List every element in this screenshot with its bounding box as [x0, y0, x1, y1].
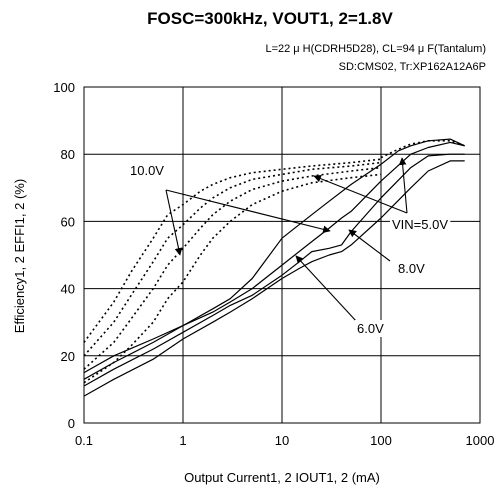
annotation-arrow [398, 157, 408, 214]
series-group [83, 138, 465, 397]
annotation-arrow [165, 189, 183, 256]
y-tick-label: 100 [53, 80, 75, 95]
y-tick-label: 20 [61, 349, 75, 364]
x-tick-label: 0.1 [75, 433, 93, 448]
series-line-8 [83, 153, 465, 387]
series-line-9 [83, 160, 465, 397]
series-line-5 [380, 140, 465, 159]
annotation-label: 8.0V [398, 261, 425, 276]
x-tick-label: 1 [179, 433, 186, 448]
annotation-arrow [165, 189, 331, 234]
x-tick-label: 1000 [466, 433, 495, 448]
y-axis-label: Efficiency1, 2 EFFI1, 2 (%) [12, 179, 27, 333]
annotation-arrow [313, 174, 408, 214]
annotation-arrow [348, 229, 391, 262]
grid [83, 86, 481, 424]
x-axis-label: Output Current1, 2 IOUT1, 2 (mA) [184, 470, 380, 485]
annotation-label: 6.0V [357, 321, 384, 336]
annotation-bg [128, 162, 167, 179]
annotation-label: VIN=5.0V [392, 217, 448, 232]
series-line-7 [83, 141, 465, 380]
x-tick-label: 100 [370, 433, 392, 448]
series-line-2 [83, 161, 382, 357]
chart-note-1: L=22 μ H(CDRH5D28), CL=94 μ F(Tantalum) [265, 43, 486, 55]
series-line-4 [83, 173, 382, 384]
annotation-bg [396, 260, 428, 277]
y-tick-label: 40 [61, 282, 75, 297]
series-line-1 [83, 158, 382, 343]
annotation-bg [355, 320, 387, 337]
y-tick-label: 80 [61, 147, 75, 162]
y-tick-label: 60 [61, 214, 75, 229]
y-tick-label: 0 [68, 416, 75, 431]
tick-labels: 0 20 40 60 80 100 0.1 1 10 100 1000 [53, 80, 494, 448]
chart-note-2: SD:CMS02, Tr:XP162A12A6P [339, 61, 486, 73]
chart-title: FOSC=300kHz, VOUT1, 2=1.8V [147, 9, 393, 28]
annotation-bg [389, 216, 451, 233]
annotation-group: 10.0V VIN=5.0V 8.0V 6.0V [128, 157, 451, 337]
x-tick-label: 10 [275, 433, 289, 448]
annotation-label: 10.0V [130, 163, 164, 178]
series-line-6 [83, 138, 465, 374]
series-line-3 [83, 166, 382, 370]
annotation-arrow [295, 255, 358, 323]
